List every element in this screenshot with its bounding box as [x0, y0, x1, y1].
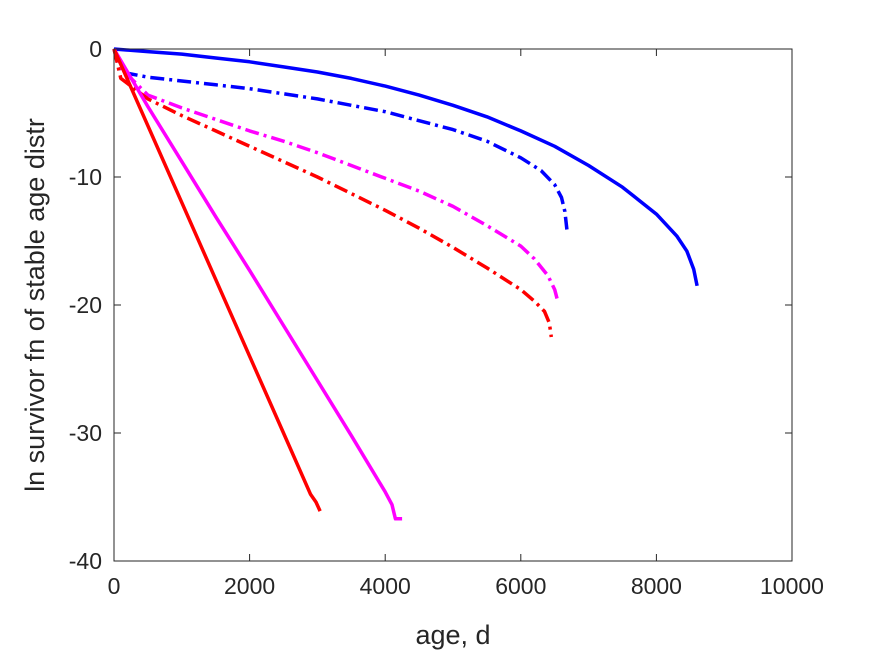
x-tick-label: 10000 — [760, 573, 824, 599]
plot-area — [114, 49, 792, 561]
x-tick-label: 4000 — [360, 573, 411, 599]
series-line-2 — [112, 48, 560, 301]
y-tick-label: 0 — [89, 36, 102, 62]
y-tick-label: -10 — [69, 164, 102, 190]
y-tick-label: -20 — [69, 292, 102, 318]
x-tick-label: 2000 — [224, 573, 275, 599]
series-line-1 — [112, 48, 569, 230]
y-tick-label: -40 — [69, 548, 102, 574]
y-tick-label: -30 — [69, 420, 102, 446]
x-axis: 0 2000 4000 6000 8000 10000 — [108, 49, 824, 599]
y-axis-label: ln survivor fn of stable age distr — [20, 118, 50, 492]
x-tick-label: 8000 — [631, 573, 682, 599]
series-line-5 — [112, 48, 322, 512]
x-tick-label: 0 — [108, 573, 121, 599]
series-line-4 — [112, 48, 403, 521]
series-line-3 — [112, 48, 554, 338]
x-axis-label: age, d — [415, 620, 490, 650]
x-tick-label: 6000 — [495, 573, 546, 599]
y-axis: 0 -10 -20 -30 -40 — [69, 36, 792, 574]
series-layer — [112, 47, 699, 521]
series-line-0 — [113, 47, 699, 287]
